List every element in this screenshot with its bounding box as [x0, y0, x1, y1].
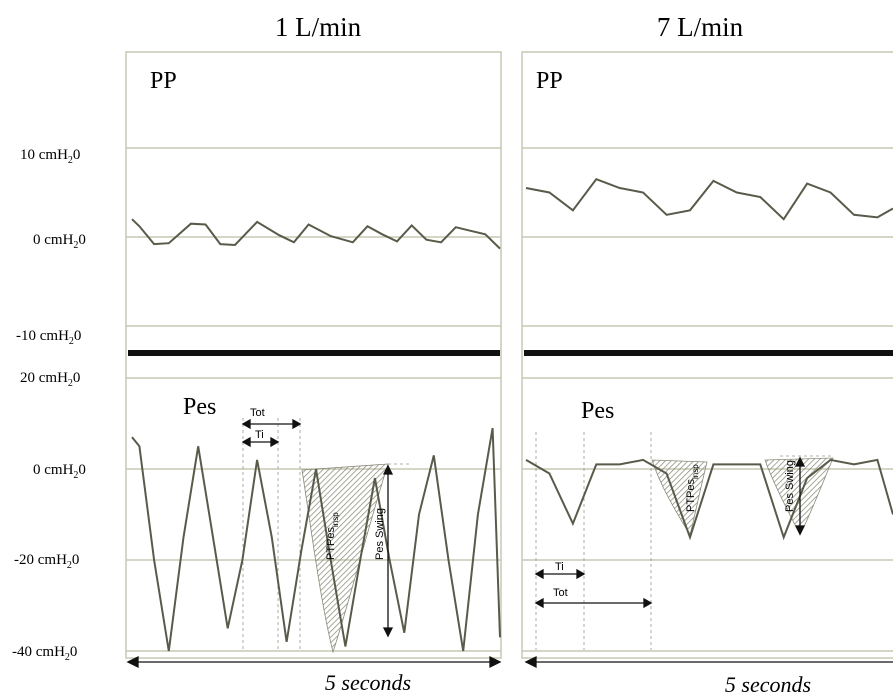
chart-title-right: 7 L/min: [657, 12, 744, 42]
panel-label-pes-left: Pes: [183, 394, 216, 420]
tick-label-0-pes: 0 cmH20: [33, 462, 86, 481]
gridlines: [126, 147, 893, 652]
ttot-label-right: Tot: [553, 587, 568, 599]
ti-label-left: Ti: [255, 429, 264, 441]
ttot-label-left: Tot: [250, 407, 265, 419]
trace-right-pes: [525, 458, 893, 541]
pes-swing-label-right: Pes Swing: [784, 460, 796, 512]
tick-label-10: 10 cmH20: [20, 147, 80, 166]
timing-guides: [242, 418, 833, 652]
ptp-label-right: PTPesinsp: [685, 464, 700, 512]
timing-arrows: [126, 418, 893, 669]
chart-title-left: 1 L/min: [275, 12, 362, 42]
tick-label-minus-20: -20 cmH20: [14, 552, 79, 571]
x-label-left: 5 seconds: [325, 670, 411, 695]
panel-frame-right: [521, 51, 893, 659]
tick-label-0-pp: 0 cmH20: [33, 232, 86, 251]
panel-label-pp-left: PP: [150, 68, 177, 94]
tick-label-20: 20 cmH20: [20, 370, 80, 389]
ptp-label-left: PTPesinsp: [325, 512, 340, 560]
panel-label-pp-right: PP: [536, 68, 563, 94]
panel-frame-left: [125, 51, 502, 659]
tick-label-minus-10: -10 cmH20: [16, 328, 81, 347]
y-tick-labels: 10 cmH20 0 cmH20 -10 cmH20 20 cmH20 0 cm…: [12, 147, 86, 663]
tick-label-minus-40: -40 cmH20: [12, 644, 77, 663]
trace-left-pp: [131, 218, 501, 250]
pes-swing-label-left: Pes Swing: [374, 508, 386, 560]
ti-label-right: Ti: [555, 561, 564, 573]
traces: [131, 178, 893, 652]
panel-label-pes-right: Pes: [581, 398, 614, 424]
trace-right-pp: [525, 178, 893, 221]
trace-left-pes: [131, 427, 501, 652]
x-label-right: 5 seconds: [725, 672, 811, 697]
